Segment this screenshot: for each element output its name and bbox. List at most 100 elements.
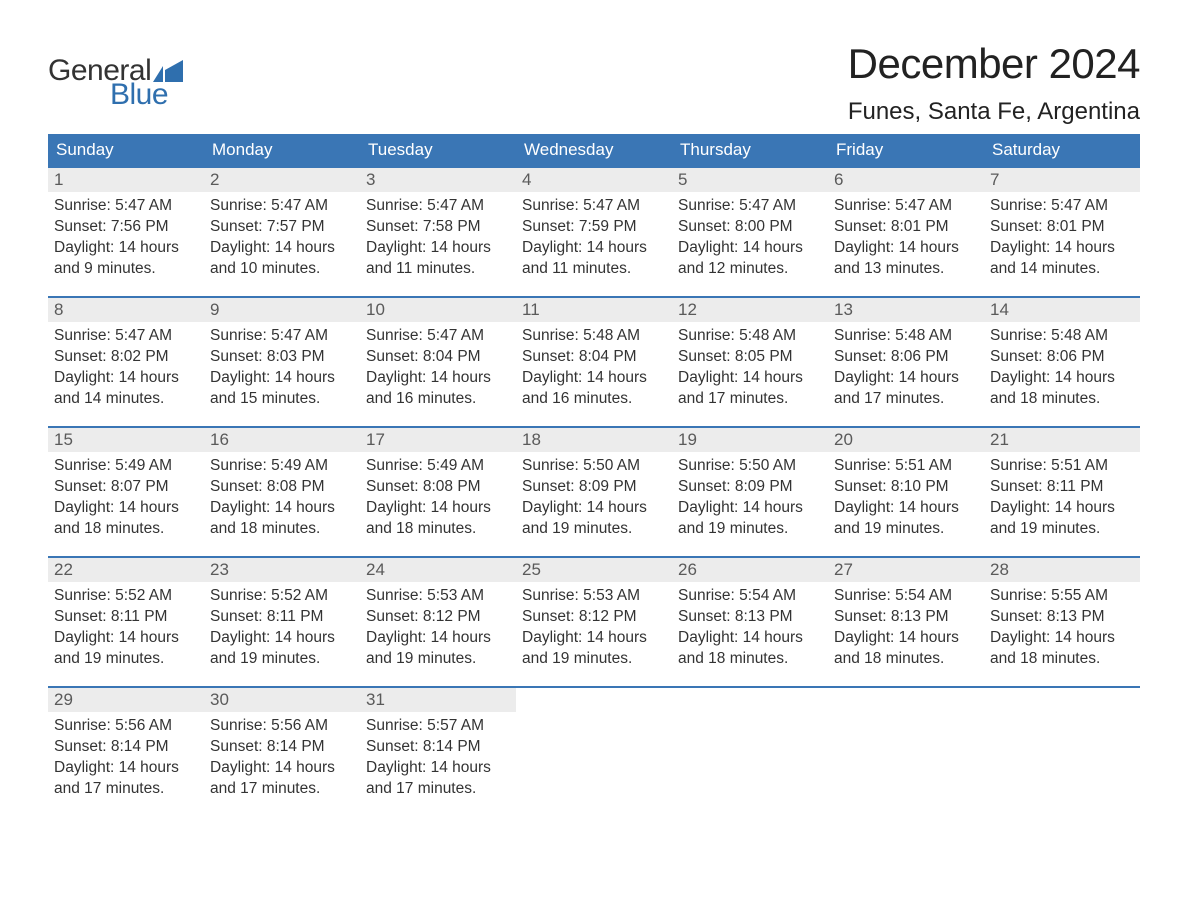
daylight-line2: and 11 minutes. xyxy=(366,259,510,280)
calendar-cell: 26Sunrise: 5:54 AMSunset: 8:13 PMDayligh… xyxy=(672,557,828,687)
daylight-line2: and 18 minutes. xyxy=(678,649,822,670)
calendar-cell: 1Sunrise: 5:47 AMSunset: 7:56 PMDaylight… xyxy=(48,167,204,297)
sunset: Sunset: 8:09 PM xyxy=(522,477,666,498)
daylight-line1: Daylight: 14 hours xyxy=(54,498,198,519)
calendar-cell: 15Sunrise: 5:49 AMSunset: 8:07 PMDayligh… xyxy=(48,427,204,557)
daylight-line1: Daylight: 14 hours xyxy=(678,498,822,519)
day-content: Sunrise: 5:47 AMSunset: 8:04 PMDaylight:… xyxy=(360,322,516,420)
daylight-line2: and 18 minutes. xyxy=(990,649,1134,670)
sunset: Sunset: 8:01 PM xyxy=(834,217,978,238)
sunset: Sunset: 8:06 PM xyxy=(990,347,1134,368)
sunrise: Sunrise: 5:56 AM xyxy=(210,716,354,737)
sunset: Sunset: 8:09 PM xyxy=(678,477,822,498)
calendar-cell: 9Sunrise: 5:47 AMSunset: 8:03 PMDaylight… xyxy=(204,297,360,427)
day-number: 28 xyxy=(984,558,1140,582)
sunrise: Sunrise: 5:47 AM xyxy=(54,326,198,347)
day-number: 18 xyxy=(516,428,672,452)
sunset: Sunset: 8:13 PM xyxy=(990,607,1134,628)
daylight-line2: and 19 minutes. xyxy=(990,519,1134,540)
day-content: Sunrise: 5:53 AMSunset: 8:12 PMDaylight:… xyxy=(360,582,516,680)
daylight-line1: Daylight: 14 hours xyxy=(990,368,1134,389)
daylight-line2: and 18 minutes. xyxy=(210,519,354,540)
sunset: Sunset: 8:03 PM xyxy=(210,347,354,368)
sunrise: Sunrise: 5:47 AM xyxy=(990,196,1134,217)
day-content: Sunrise: 5:47 AMSunset: 8:03 PMDaylight:… xyxy=(204,322,360,420)
sunset: Sunset: 8:07 PM xyxy=(54,477,198,498)
calendar-cell: 27Sunrise: 5:54 AMSunset: 8:13 PMDayligh… xyxy=(828,557,984,687)
sunset: Sunset: 8:13 PM xyxy=(678,607,822,628)
sunrise: Sunrise: 5:50 AM xyxy=(678,456,822,477)
logo: General Blue xyxy=(48,40,183,110)
daylight-line1: Daylight: 14 hours xyxy=(522,498,666,519)
sunrise: Sunrise: 5:47 AM xyxy=(678,196,822,217)
sunset: Sunset: 7:59 PM xyxy=(522,217,666,238)
daylight-line1: Daylight: 14 hours xyxy=(522,238,666,259)
calendar-cell: 2Sunrise: 5:47 AMSunset: 7:57 PMDaylight… xyxy=(204,167,360,297)
day-content: Sunrise: 5:47 AMSunset: 7:59 PMDaylight:… xyxy=(516,192,672,290)
sunset: Sunset: 8:11 PM xyxy=(990,477,1134,498)
calendar-week: 1Sunrise: 5:47 AMSunset: 7:56 PMDaylight… xyxy=(48,167,1140,297)
day-number: 5 xyxy=(672,168,828,192)
daylight-line1: Daylight: 14 hours xyxy=(366,498,510,519)
day-header: Monday xyxy=(204,134,360,167)
day-content: Sunrise: 5:47 AMSunset: 8:00 PMDaylight:… xyxy=(672,192,828,290)
daylight-line1: Daylight: 14 hours xyxy=(834,238,978,259)
day-content: Sunrise: 5:56 AMSunset: 8:14 PMDaylight:… xyxy=(204,712,360,810)
calendar-cell: 12Sunrise: 5:48 AMSunset: 8:05 PMDayligh… xyxy=(672,297,828,427)
day-number: 11 xyxy=(516,298,672,322)
calendar-cell: 11Sunrise: 5:48 AMSunset: 8:04 PMDayligh… xyxy=(516,297,672,427)
daylight-line1: Daylight: 14 hours xyxy=(522,368,666,389)
daylight-line1: Daylight: 14 hours xyxy=(366,238,510,259)
day-header: Sunday xyxy=(48,134,204,167)
daylight-line2: and 16 minutes. xyxy=(366,389,510,410)
sunrise: Sunrise: 5:48 AM xyxy=(990,326,1134,347)
daylight-line2: and 11 minutes. xyxy=(522,259,666,280)
sunset: Sunset: 8:00 PM xyxy=(678,217,822,238)
daylight-line1: Daylight: 14 hours xyxy=(834,628,978,649)
day-header: Tuesday xyxy=(360,134,516,167)
daylight-line1: Daylight: 14 hours xyxy=(54,368,198,389)
daylight-line1: Daylight: 14 hours xyxy=(678,238,822,259)
day-number: 31 xyxy=(360,688,516,712)
sunset: Sunset: 7:57 PM xyxy=(210,217,354,238)
daylight-line2: and 10 minutes. xyxy=(210,259,354,280)
calendar-week: 15Sunrise: 5:49 AMSunset: 8:07 PMDayligh… xyxy=(48,427,1140,557)
calendar-cell: 10Sunrise: 5:47 AMSunset: 8:04 PMDayligh… xyxy=(360,297,516,427)
calendar-cell: 7Sunrise: 5:47 AMSunset: 8:01 PMDaylight… xyxy=(984,167,1140,297)
day-content: Sunrise: 5:52 AMSunset: 8:11 PMDaylight:… xyxy=(204,582,360,680)
sunset: Sunset: 8:02 PM xyxy=(54,347,198,368)
sunset: Sunset: 8:08 PM xyxy=(366,477,510,498)
day-content: Sunrise: 5:48 AMSunset: 8:06 PMDaylight:… xyxy=(984,322,1140,420)
day-number: 10 xyxy=(360,298,516,322)
day-content: Sunrise: 5:55 AMSunset: 8:13 PMDaylight:… xyxy=(984,582,1140,680)
daylight-line2: and 13 minutes. xyxy=(834,259,978,280)
sunrise: Sunrise: 5:57 AM xyxy=(366,716,510,737)
day-content: Sunrise: 5:51 AMSunset: 8:11 PMDaylight:… xyxy=(984,452,1140,550)
sunrise: Sunrise: 5:55 AM xyxy=(990,586,1134,607)
page-subtitle: Funes, Santa Fe, Argentina xyxy=(848,98,1140,126)
day-number: 12 xyxy=(672,298,828,322)
daylight-line2: and 12 minutes. xyxy=(678,259,822,280)
sunrise: Sunrise: 5:56 AM xyxy=(54,716,198,737)
day-number: 30 xyxy=(204,688,360,712)
day-content: Sunrise: 5:47 AMSunset: 8:01 PMDaylight:… xyxy=(828,192,984,290)
day-number: 24 xyxy=(360,558,516,582)
daylight-line2: and 19 minutes. xyxy=(210,649,354,670)
day-number: 14 xyxy=(984,298,1140,322)
calendar-cell: 31Sunrise: 5:57 AMSunset: 8:14 PMDayligh… xyxy=(360,687,516,816)
daylight-line1: Daylight: 14 hours xyxy=(990,498,1134,519)
calendar-cell: 20Sunrise: 5:51 AMSunset: 8:10 PMDayligh… xyxy=(828,427,984,557)
day-content: Sunrise: 5:53 AMSunset: 8:12 PMDaylight:… xyxy=(516,582,672,680)
page-title: December 2024 xyxy=(848,40,1140,88)
day-content: Sunrise: 5:47 AMSunset: 7:58 PMDaylight:… xyxy=(360,192,516,290)
sunrise: Sunrise: 5:47 AM xyxy=(366,326,510,347)
daylight-line1: Daylight: 14 hours xyxy=(990,238,1134,259)
daylight-line2: and 18 minutes. xyxy=(990,389,1134,410)
day-content: Sunrise: 5:47 AMSunset: 7:57 PMDaylight:… xyxy=(204,192,360,290)
daylight-line1: Daylight: 14 hours xyxy=(522,628,666,649)
daylight-line1: Daylight: 14 hours xyxy=(834,498,978,519)
sunrise: Sunrise: 5:52 AM xyxy=(210,586,354,607)
day-content: Sunrise: 5:48 AMSunset: 8:05 PMDaylight:… xyxy=(672,322,828,420)
sunrise: Sunrise: 5:47 AM xyxy=(54,196,198,217)
calendar-cell xyxy=(672,687,828,816)
